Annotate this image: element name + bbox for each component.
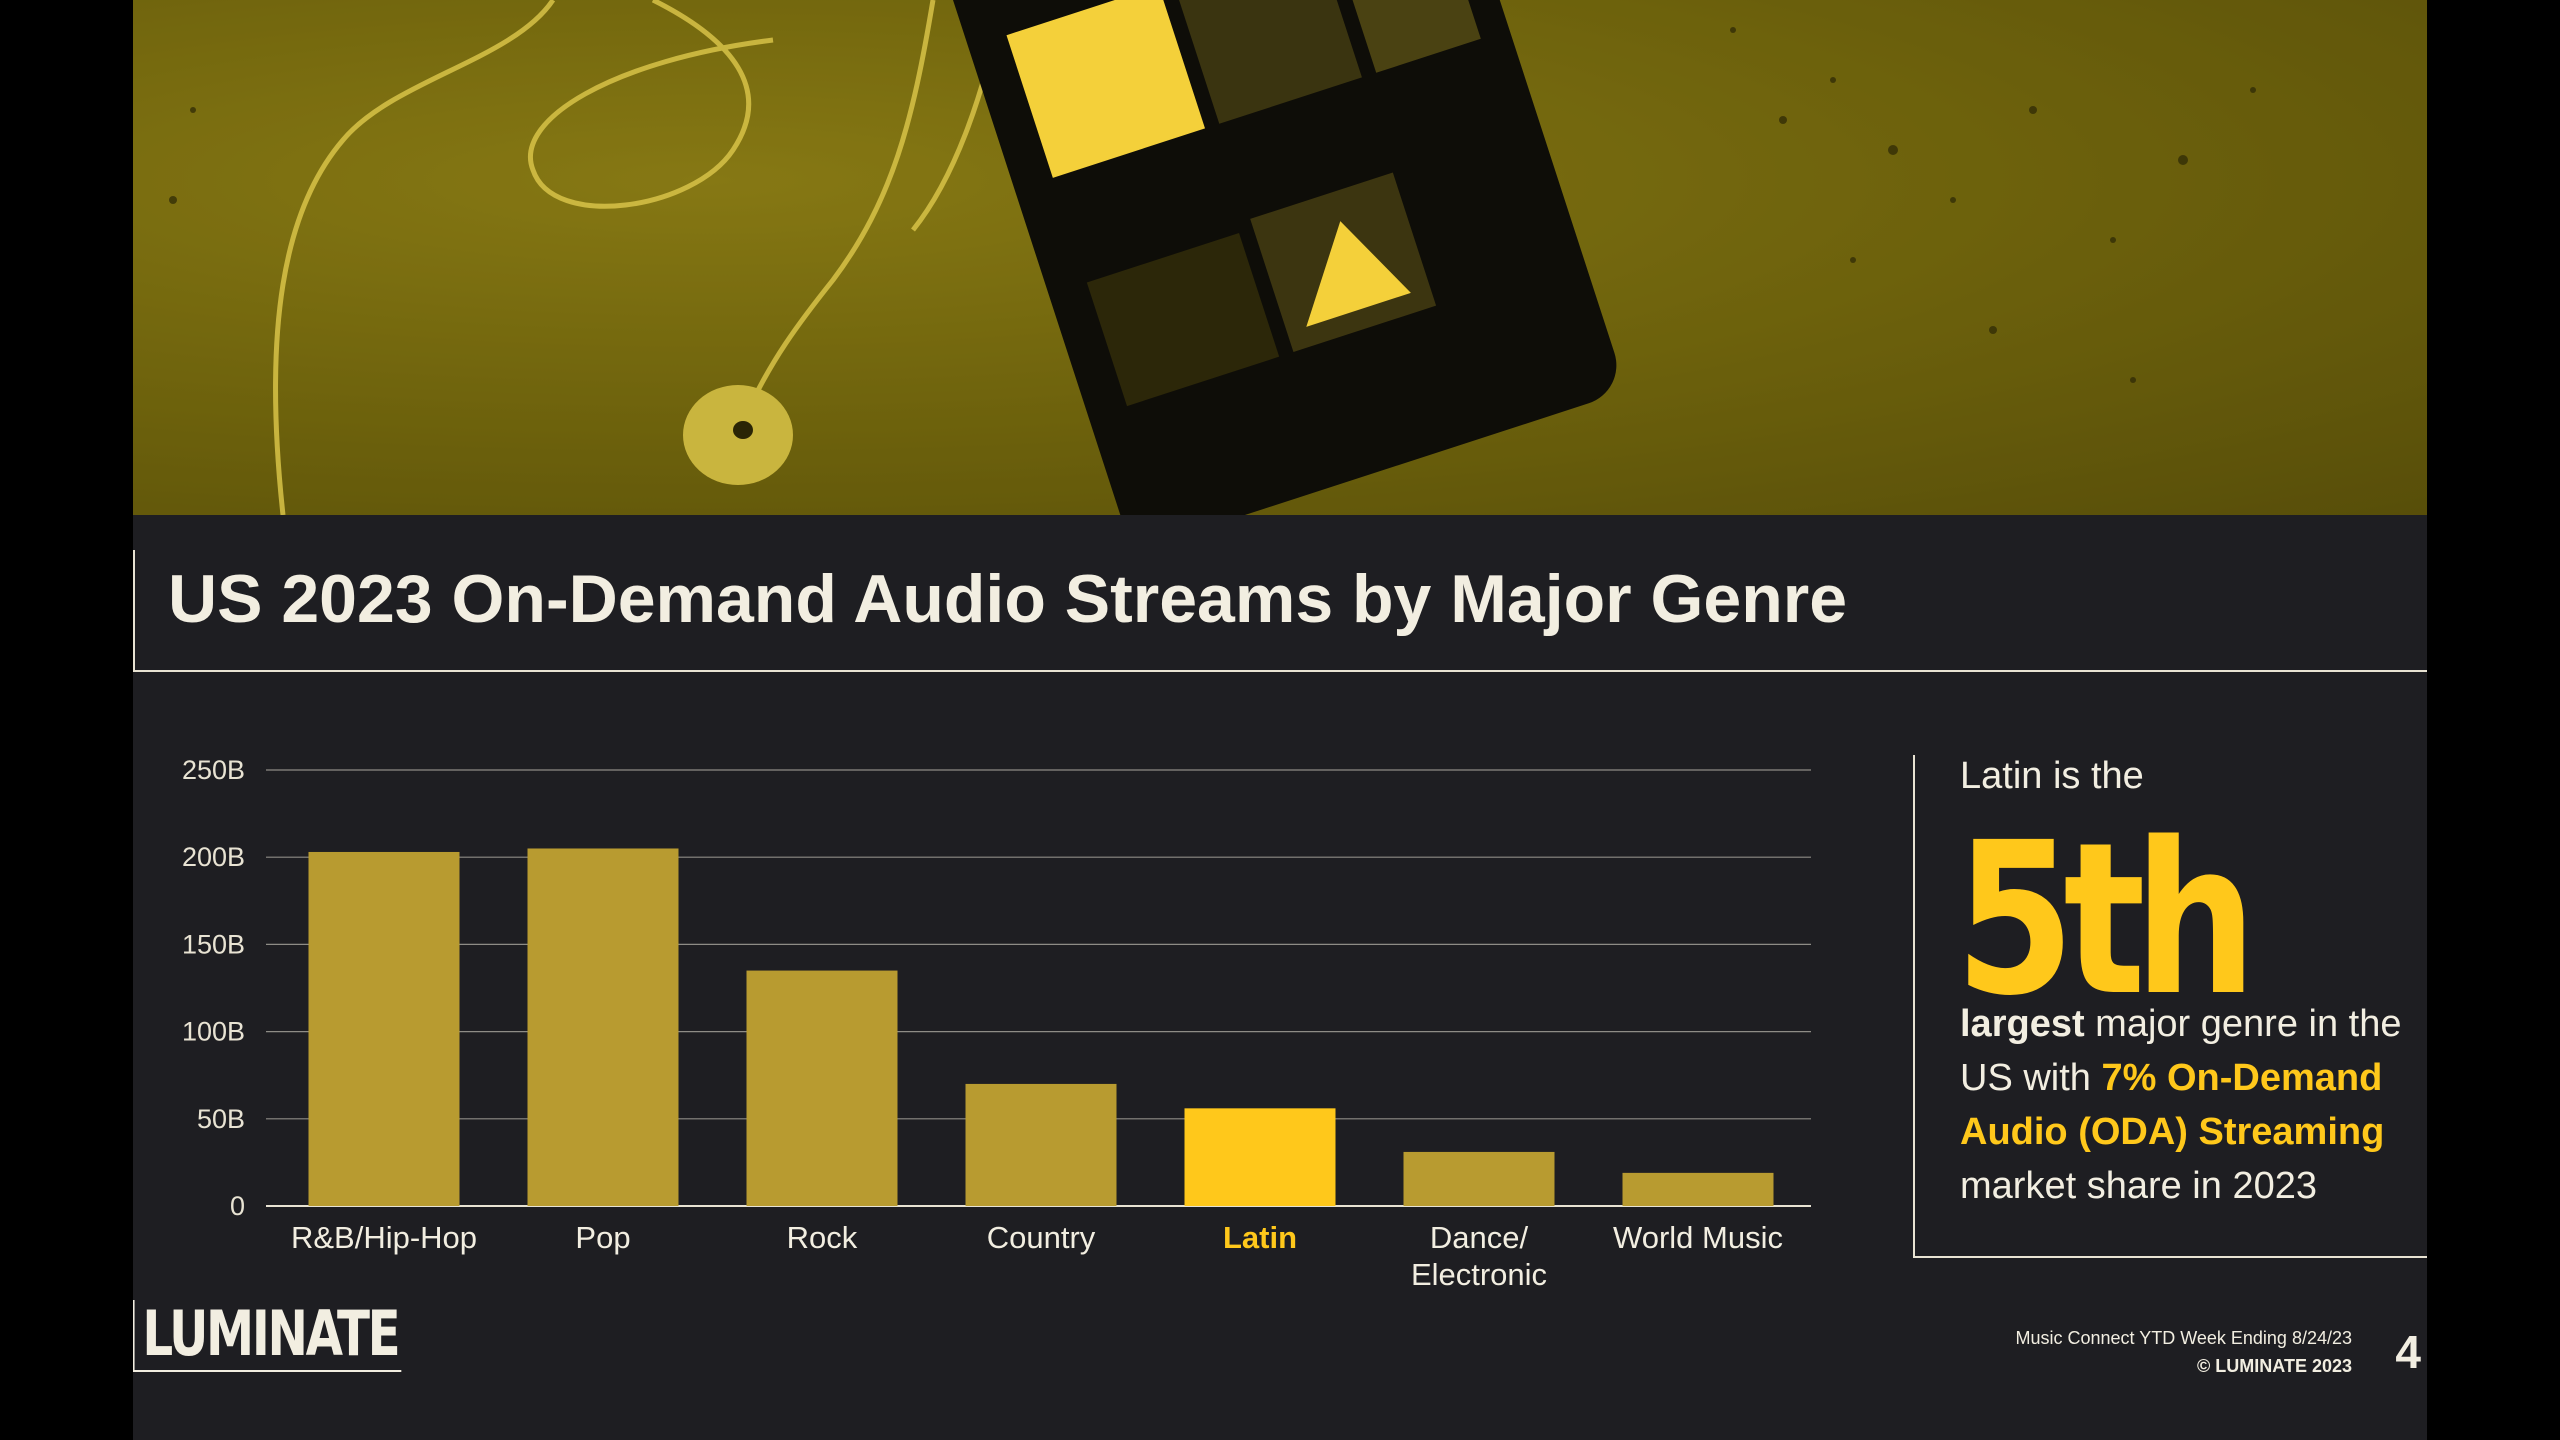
y-tick-label: 250B bbox=[182, 755, 245, 785]
y-axis-ticks: 0 50B 100B 150B 200B 250B bbox=[182, 755, 245, 1221]
title-frame: US 2023 On-Demand Audio Streams by Major… bbox=[133, 550, 2427, 672]
bar bbox=[308, 851, 460, 1206]
bar bbox=[1622, 1172, 1774, 1206]
x-tick-label: R&B/Hip-Hop bbox=[291, 1220, 477, 1255]
callout-body-text-2: market share in 2023 bbox=[1960, 1165, 2317, 1207]
x-tick-label: Latin bbox=[1223, 1220, 1297, 1255]
x-tick-label: Dance/Electronic bbox=[1411, 1220, 1547, 1292]
callout-box: Latin is the 5th largest major genre in … bbox=[1913, 755, 2427, 1258]
x-tick-label: Country bbox=[987, 1220, 1096, 1255]
luminate-logo: LUMINATE bbox=[133, 1300, 402, 1372]
bar-chart: 0 50B 100B 150B 200B 250B R&B/Hip-Hop Pop Rock C… bbox=[182, 755, 1811, 1292]
page-number: 4 bbox=[2395, 1326, 2421, 1378]
hero-photo bbox=[133, 0, 2427, 515]
callout-body-text-1: major genre in the US with bbox=[1960, 1003, 2402, 1099]
x-tick-label: Rock bbox=[787, 1220, 858, 1255]
page-title: US 2023 On-Demand Audio Streams by Major… bbox=[168, 561, 1848, 637]
slide: US 2023 On-Demand Audio Streams by Major… bbox=[133, 0, 2427, 1440]
callout-accent: 7% On-Demand Audio (ODA) Streaming bbox=[1960, 1057, 2385, 1153]
x-tick-label: World Music bbox=[1613, 1220, 1783, 1255]
source-note: Music Connect YTD Week Ending 8/24/23 bbox=[2015, 1328, 2352, 1348]
y-tick-label: 0 bbox=[230, 1191, 245, 1221]
y-tick-label: 50B bbox=[197, 1104, 245, 1134]
x-axis-labels: R&B/Hip-Hop Pop Rock Country Latin Dance/Elec… bbox=[291, 1220, 1783, 1292]
bars bbox=[308, 848, 1774, 1206]
bar bbox=[1403, 1151, 1555, 1206]
bar bbox=[746, 970, 898, 1206]
copyright-note: © LUMINATE 2023 bbox=[2197, 1356, 2352, 1376]
x-tick-label: Pop bbox=[575, 1220, 630, 1255]
phone-earbuds-illustration bbox=[133, 0, 2427, 515]
callout-body: largest major genre in the US with 7% On… bbox=[1960, 997, 2427, 1213]
callout-intro: Latin is the bbox=[1960, 755, 2144, 797]
y-tick-label: 200B bbox=[182, 842, 245, 872]
callout-body-bold: largest bbox=[1960, 1003, 2085, 1045]
bar bbox=[1184, 1108, 1336, 1206]
bar bbox=[527, 848, 679, 1206]
y-tick-label: 150B bbox=[182, 929, 245, 959]
bar bbox=[965, 1083, 1117, 1206]
callout-rank: 5th bbox=[1955, 797, 2257, 1042]
y-tick-label: 100B bbox=[182, 1017, 245, 1047]
